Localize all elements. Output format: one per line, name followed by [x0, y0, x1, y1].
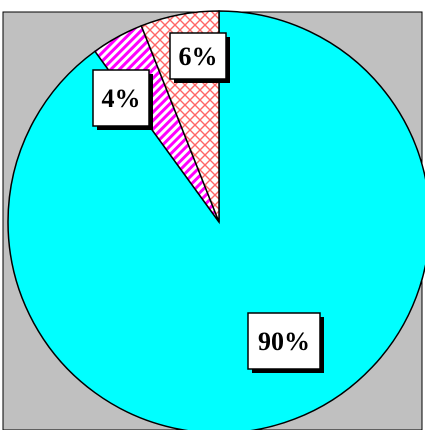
pie-labels: 90% 4% 6% — [92, 32, 324, 373]
slice-label-box — [92, 69, 150, 127]
slice-label-3: 6% — [179, 42, 218, 71]
slice-label-2: 4% — [102, 84, 141, 113]
slice-label-1: 90% — [258, 327, 310, 356]
slice-label-box — [247, 312, 321, 370]
slice-label-box — [169, 32, 227, 80]
